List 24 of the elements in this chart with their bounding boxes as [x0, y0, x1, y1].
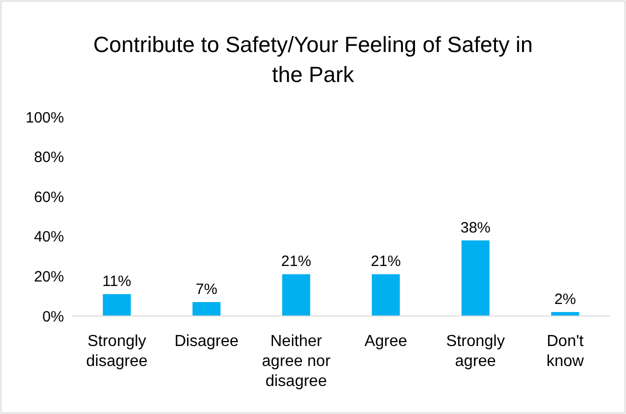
- data-label: 11%: [102, 273, 132, 290]
- x-tick-label: Neither agree nor disagree: [262, 333, 332, 390]
- bar: [102, 294, 131, 316]
- chart-title: Contribute to Safety/Your Feeling of Safety in the Park: [93, 32, 533, 87]
- y-tick-label: 60%: [34, 188, 64, 206]
- data-label: 21%: [370, 253, 401, 270]
- data-label: 2%: [554, 291, 576, 308]
- y-tick-label: 100%: [26, 109, 64, 126]
- data-label: 21%: [281, 253, 312, 270]
- data-label: 38%: [460, 219, 491, 236]
- bar: [462, 240, 490, 316]
- x-tick-label: Don't know: [546, 333, 584, 370]
- x-tick-label: Strongly disagree: [86, 333, 148, 370]
- bar: [192, 302, 220, 316]
- y-tick-label: 40%: [34, 228, 64, 246]
- y-tick-label: 80%: [34, 149, 64, 166]
- y-tick-label: 0%: [42, 308, 64, 326]
- x-tick-label: Disagree: [174, 333, 239, 350]
- x-tick-label: Strongly agree: [446, 333, 505, 370]
- x-tick-label: Agree: [364, 333, 408, 350]
- bar: [282, 274, 310, 316]
- data-label: 7%: [196, 281, 218, 298]
- bar: [372, 274, 400, 316]
- y-tick-label: 20%: [34, 268, 64, 286]
